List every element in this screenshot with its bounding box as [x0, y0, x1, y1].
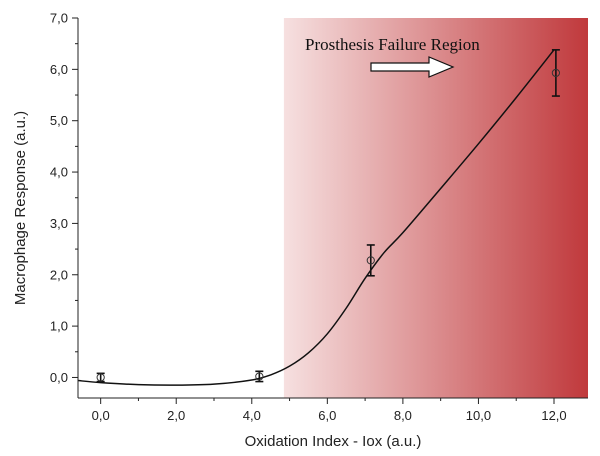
y-tick-label: 1,0 [50, 319, 68, 334]
annotation-label: Prosthesis Failure Region [305, 35, 480, 54]
x-tick-label: 2,0 [167, 408, 185, 423]
point-marker [366, 256, 375, 265]
x-tick-label: 0,0 [92, 408, 110, 423]
y-axis-title: Macrophage Response (a.u.) [12, 111, 29, 305]
y-tick-label: 5,0 [50, 113, 68, 128]
y-tick-label: 0,0 [50, 370, 68, 385]
y-tick-label: 2,0 [50, 267, 68, 282]
x-tick-label: 8,0 [394, 408, 412, 423]
data-point [255, 370, 264, 383]
data-point [366, 244, 375, 277]
y-tick-label: 4,0 [50, 165, 68, 180]
annotation-arrow-icon [370, 56, 455, 78]
data-point [96, 372, 105, 383]
failure-region-shading [283, 18, 588, 398]
x-tick-label: 4,0 [243, 408, 261, 423]
point-marker [255, 372, 264, 381]
y-tick-label: 6,0 [50, 62, 68, 77]
data-point [551, 49, 560, 97]
x-axis-title: Oxidation Index - Iox (a.u.) [245, 433, 422, 450]
x-tick-label: 12,0 [541, 408, 566, 423]
x-tick-label: 6,0 [318, 408, 336, 423]
point-marker [551, 68, 560, 78]
y-tick-label: 3,0 [50, 216, 68, 231]
x-tick-label: 10,0 [466, 408, 491, 423]
fit-curve [77, 49, 555, 386]
point-marker [96, 373, 105, 382]
y-tick-label: 7,0 [50, 11, 68, 26]
